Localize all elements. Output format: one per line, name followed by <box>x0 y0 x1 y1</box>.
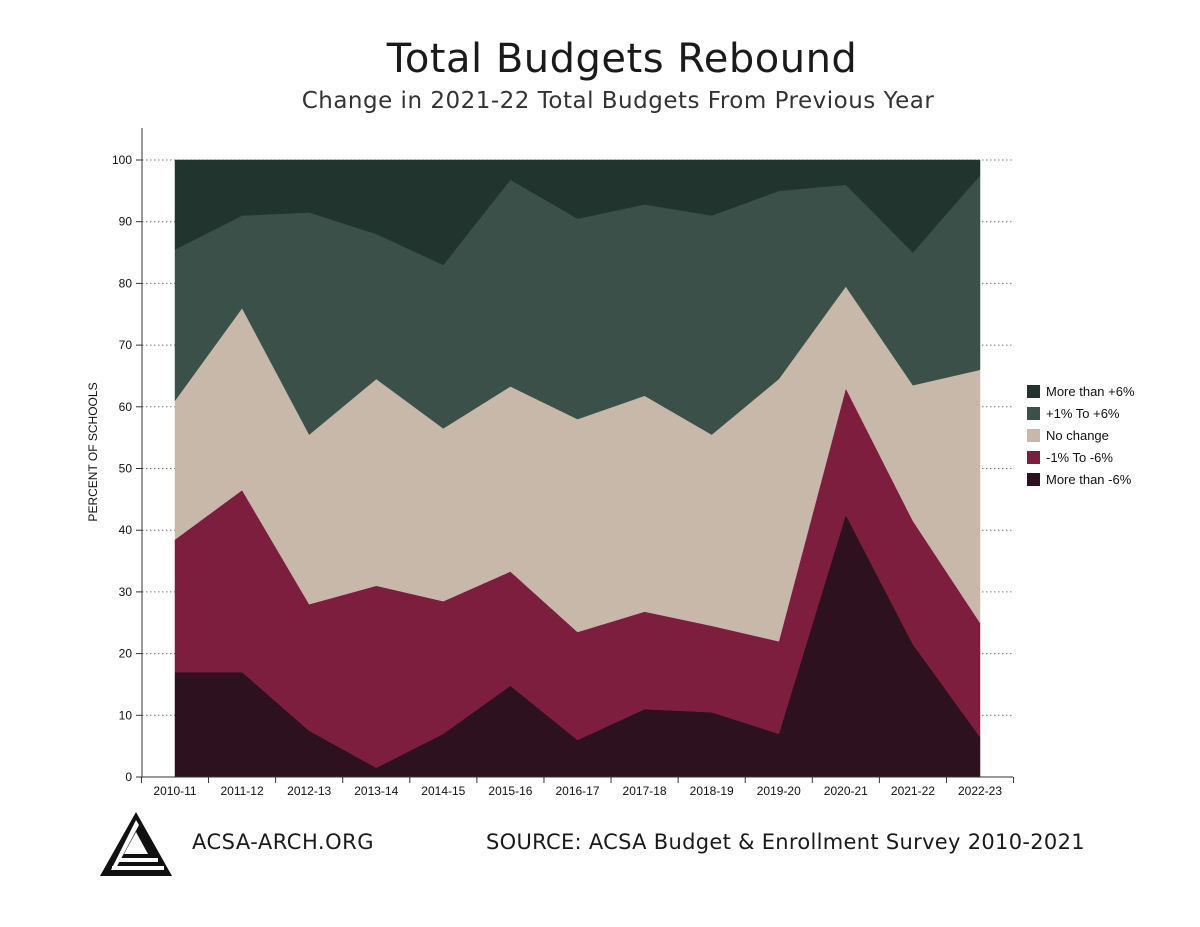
x-tick-label: 2019-20 <box>757 784 801 798</box>
x-tick-label: 2020-21 <box>824 784 868 798</box>
legend-swatch <box>1027 429 1040 442</box>
x-tick-label: 2014-15 <box>421 784 465 798</box>
x-tick-label: 2011-12 <box>221 784 264 798</box>
area-series-4 <box>174 159 981 266</box>
y-tick-label: 0 <box>125 770 132 784</box>
legend-label: More than -6% <box>1046 472 1132 487</box>
legend: More than +6% +1% To +6% No change -1% To -… <box>1027 384 1135 487</box>
legend-label: More than +6% <box>1046 384 1135 399</box>
footer-website[interactable]: ACSA-ARCH.ORG <box>192 830 374 854</box>
footer-source: SOURCE: ACSA Budget & Enrollment Survey … <box>486 830 1085 854</box>
legend-label: -1% To -6% <box>1046 450 1113 465</box>
area-series <box>174 159 981 778</box>
y-tick-label: 20 <box>119 647 133 661</box>
acsa-triangle-logo-icon <box>100 812 172 876</box>
x-tick-label: 2017-18 <box>623 784 667 798</box>
legend-label: No change <box>1046 428 1109 443</box>
y-tick-label: 90 <box>119 215 133 229</box>
x-tick-label: 2022-23 <box>958 784 1002 798</box>
x-tick-label: 2015-16 <box>488 784 532 798</box>
legend-swatch <box>1027 473 1040 486</box>
x-tick-label: 2013-14 <box>354 784 398 798</box>
y-tick-label: 10 <box>119 708 133 722</box>
y-tick-label: 70 <box>119 338 133 352</box>
y-tick-label: 50 <box>119 462 133 476</box>
y-tick-label: 30 <box>119 585 133 599</box>
legend-swatch <box>1027 451 1040 464</box>
x-tick-label: 2012-13 <box>287 784 331 798</box>
y-tick-label: 40 <box>119 523 133 537</box>
y-axis-title: PERCENT OF SCHOOLS <box>86 382 100 521</box>
axes: 0 10 20 30 40 50 60 70 80 90 100 2010-11 2011-12 2012… <box>86 128 1015 798</box>
y-tick-label: 60 <box>119 400 133 414</box>
legend-swatch <box>1027 407 1040 420</box>
x-tick-label: 2016-17 <box>555 784 599 798</box>
y-tick-label: 100 <box>112 153 132 167</box>
x-tick-label: 2018-19 <box>690 784 734 798</box>
x-tick-label: 2010-11 <box>153 784 196 798</box>
x-tick-label: 2021-22 <box>891 784 935 798</box>
legend-label: +1% To +6% <box>1046 406 1120 421</box>
legend-swatch <box>1027 385 1040 398</box>
chart-title: Total Budgets Rebound <box>386 36 858 82</box>
y-tick-label: 80 <box>119 276 133 290</box>
chart-subtitle: Change in 2021-22 Total Budgets From Pre… <box>301 88 935 114</box>
